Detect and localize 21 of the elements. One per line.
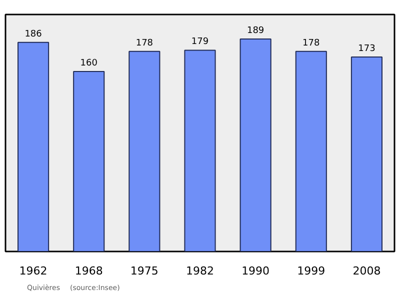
bar bbox=[184, 50, 216, 252]
x-tick-label: 2008 bbox=[352, 264, 381, 278]
x-tick-label: 1982 bbox=[186, 264, 214, 278]
data-label: 189 bbox=[246, 26, 264, 36]
data-label: 160 bbox=[80, 58, 98, 69]
bar bbox=[240, 38, 272, 252]
data-label: 179 bbox=[191, 37, 209, 48]
bar bbox=[350, 56, 382, 252]
x-tick-label: 1968 bbox=[74, 264, 103, 278]
bar bbox=[73, 71, 105, 252]
data-label: 173 bbox=[358, 44, 376, 54]
bar bbox=[128, 50, 160, 252]
bar bbox=[295, 50, 327, 252]
x-tick-label: 1962 bbox=[19, 264, 48, 278]
data-label: 178 bbox=[302, 38, 320, 48]
data-label: 178 bbox=[136, 38, 154, 48]
x-tick-label: 1990 bbox=[242, 264, 270, 278]
data-label: 186 bbox=[24, 29, 42, 40]
x-tick-label: 1975 bbox=[130, 264, 158, 278]
bar bbox=[18, 42, 50, 252]
x-tick-label: 1999 bbox=[297, 264, 326, 278]
